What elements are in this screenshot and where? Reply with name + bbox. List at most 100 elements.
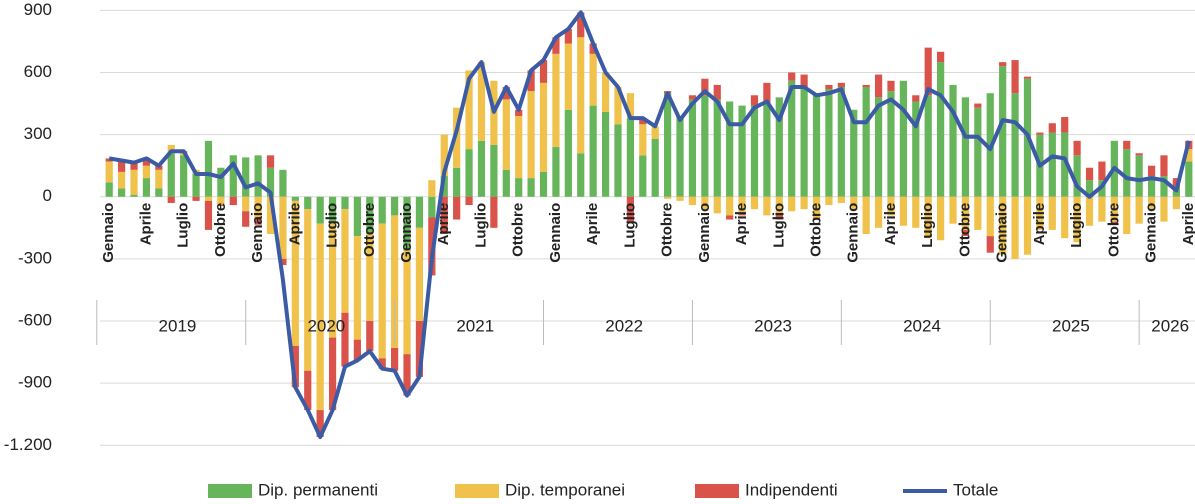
bar <box>664 93 672 197</box>
bar <box>539 171 548 197</box>
bar <box>328 337 337 411</box>
bar <box>291 200 299 346</box>
bar <box>1110 196 1118 222</box>
legend-label: Indipendenti <box>745 480 838 499</box>
bar <box>763 103 771 197</box>
bar <box>118 160 126 172</box>
bar <box>800 74 808 87</box>
bar <box>130 162 138 170</box>
x-tick-label: Gennaio <box>547 203 564 263</box>
bar <box>614 86 622 125</box>
bar <box>812 196 821 218</box>
bar <box>1048 132 1056 197</box>
bar <box>750 196 759 210</box>
bar <box>527 91 535 179</box>
bar <box>155 165 163 170</box>
bar <box>974 107 982 197</box>
bar <box>1073 155 1081 197</box>
bar <box>391 196 399 216</box>
bar <box>192 196 200 201</box>
bar <box>874 196 883 228</box>
bar <box>961 229 970 237</box>
bar <box>328 196 337 222</box>
bar <box>353 196 361 237</box>
bar <box>1085 196 1094 226</box>
bar <box>651 138 659 197</box>
bar <box>167 144 175 154</box>
bar <box>1073 196 1081 243</box>
bar <box>937 51 945 63</box>
bar <box>440 134 448 177</box>
bar <box>1185 149 1193 162</box>
bar <box>378 196 386 224</box>
bar <box>291 345 299 388</box>
bar <box>341 209 349 313</box>
x-tick-label: Gennaio <box>249 203 266 263</box>
x-tick-label: Luglio <box>1068 203 1085 248</box>
bar <box>279 196 287 259</box>
year-label: 2022 <box>605 316 643 335</box>
x-tick-label: Ottobre <box>659 203 676 257</box>
bar <box>118 188 126 197</box>
legend-label: Dip. temporanei <box>505 480 625 499</box>
bar <box>713 196 721 214</box>
bar <box>726 196 734 216</box>
bar <box>949 196 957 224</box>
bar <box>912 196 920 228</box>
bar <box>1172 196 1180 210</box>
bar <box>391 347 399 371</box>
bar <box>688 95 697 100</box>
bar <box>639 155 647 197</box>
x-tick-label: Ottobre <box>510 203 527 257</box>
bar <box>515 115 523 179</box>
y-tick-label: -900 <box>18 373 52 392</box>
bar <box>664 196 672 199</box>
bar <box>676 118 684 197</box>
x-tick-label: Luglio <box>919 203 936 248</box>
bar <box>850 196 858 210</box>
bar <box>564 28 572 44</box>
bar <box>924 47 932 96</box>
bar <box>999 62 1007 67</box>
bar <box>1185 161 1193 197</box>
bar <box>453 167 461 197</box>
bar <box>589 53 597 106</box>
bar <box>974 103 982 108</box>
bar <box>366 321 374 352</box>
bar <box>837 82 845 87</box>
bar <box>254 196 262 218</box>
bar <box>1023 76 1032 79</box>
bar <box>204 200 213 230</box>
bar <box>589 105 597 197</box>
bar <box>142 178 151 197</box>
bar <box>1061 132 1069 197</box>
bar <box>912 95 920 102</box>
bar <box>291 196 299 201</box>
bar <box>229 155 237 197</box>
x-tick-label: Aprile <box>1031 203 1048 246</box>
bar <box>850 109 858 197</box>
bar <box>1048 123 1056 133</box>
bar <box>887 196 895 216</box>
bar <box>477 140 486 197</box>
legend-label: Totale <box>953 480 998 499</box>
bar <box>626 93 634 119</box>
bar <box>986 196 994 237</box>
bar <box>366 196 374 235</box>
bar <box>999 196 1007 255</box>
bar <box>304 196 312 210</box>
bar <box>688 196 697 206</box>
y-tick-label: -300 <box>18 248 52 267</box>
x-tick-label: Luglio <box>621 203 638 248</box>
bar <box>391 215 399 348</box>
bar <box>887 80 895 92</box>
bar <box>118 171 126 189</box>
bar <box>353 339 361 361</box>
bar <box>676 196 684 201</box>
year-label: 2026 <box>1151 316 1189 335</box>
bar <box>874 74 883 98</box>
bar <box>142 165 151 179</box>
bar <box>937 62 945 197</box>
bar <box>316 410 324 438</box>
y-tick-label: 0 <box>43 186 52 205</box>
